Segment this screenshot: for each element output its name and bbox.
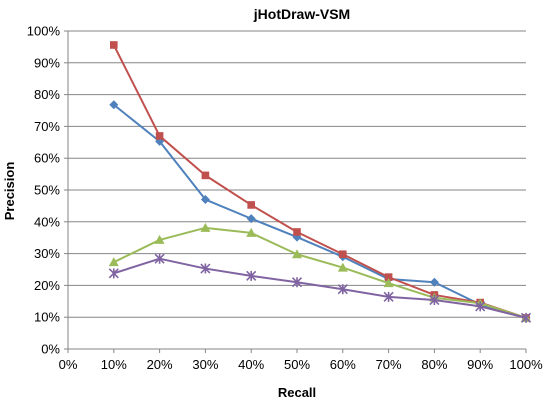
x-tick-label: 50%: [284, 357, 310, 372]
data-point-3: [200, 195, 210, 205]
data-point-8: [429, 277, 439, 287]
y-tick-label: 0%: [41, 342, 60, 357]
chart-title: jHotDraw-VSM: [253, 6, 350, 22]
data-point-7: [383, 278, 394, 288]
y-tick-label: 20%: [34, 278, 60, 293]
data-point-1: [109, 100, 119, 110]
x-tick-label: 40%: [238, 357, 264, 372]
x-tick-label: 0%: [59, 357, 78, 372]
x-tick-label: 90%: [467, 357, 493, 372]
x-tick-label: 20%: [147, 357, 173, 372]
series-4: [108, 253, 532, 323]
data-point-1: [110, 41, 118, 49]
data-point-1: [108, 257, 119, 267]
y-tick-label: 80%: [34, 87, 60, 102]
data-point-3: [200, 222, 211, 232]
x-tick-labels: 0% 10% 20% 30% 40% 50% 60% 70% 80% 90% 100%: [59, 357, 543, 372]
data-point-1: [108, 268, 119, 279]
y-tick-label: 70%: [34, 119, 60, 134]
x-axis-label: Recall: [278, 385, 316, 400]
y-tick-label: 40%: [34, 214, 60, 229]
data-point-4: [246, 214, 256, 224]
data-point-6: [337, 262, 348, 272]
series-1-line: [113, 103, 527, 319]
data-point-2: [154, 253, 165, 264]
data-point-7: [384, 273, 393, 281]
data-point-3: [200, 263, 211, 274]
x-tick-label: 70%: [376, 357, 402, 372]
data-point-6: [337, 284, 348, 295]
data-point-2: [155, 132, 164, 140]
series-2-line: [112, 44, 527, 319]
y-tick-label: 60%: [34, 151, 60, 166]
gridlines: [68, 30, 526, 318]
data-point-5: [293, 228, 301, 236]
data-point-6: [339, 250, 347, 259]
x-tick-label: 10%: [101, 357, 127, 372]
y-tick-label: 10%: [34, 310, 60, 325]
x-tick-label: 30%: [192, 357, 218, 372]
data-point-4: [247, 201, 255, 209]
y-tick-label: 30%: [34, 246, 60, 261]
data-point-5: [291, 277, 303, 288]
data-point-7: [383, 291, 394, 302]
data-point-10: [520, 312, 532, 323]
data-point-4: [246, 270, 257, 281]
series-3-line: [113, 226, 527, 319]
y-tick-label: 90%: [34, 55, 60, 70]
x-tick-label: 100%: [509, 357, 543, 372]
data-point-5: [292, 249, 302, 259]
data-point-2: [154, 234, 165, 244]
series-group: [108, 41, 532, 323]
y-tick-labels: 0% 10% 20% 30% 40% 50% 60% 70% 80% 90% 100%: [27, 24, 61, 357]
axes: [64, 30, 527, 353]
data-point-4: [246, 227, 257, 237]
data-point-3: [201, 171, 210, 180]
data-point-8: [429, 294, 440, 306]
y-axis-label: Precision: [2, 162, 17, 221]
y-tick-label: 50%: [34, 183, 60, 198]
x-tick-label: 80%: [421, 357, 447, 372]
y-tick-label: 100%: [27, 24, 61, 39]
data-point-9: [475, 301, 486, 312]
series-4-line: [113, 257, 527, 319]
x-tick-label: 60%: [330, 357, 356, 372]
